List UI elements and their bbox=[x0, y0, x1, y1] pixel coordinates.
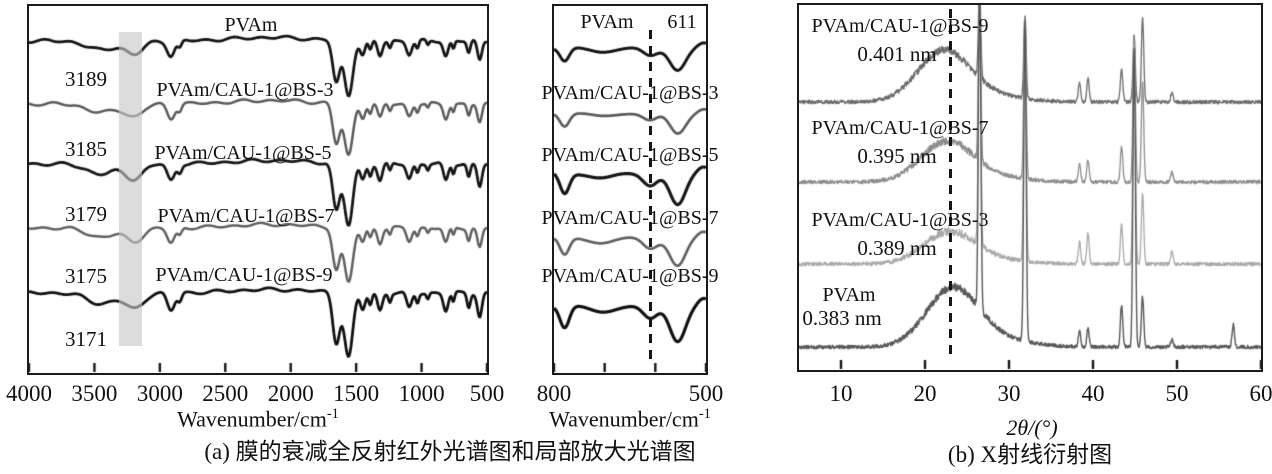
tick-label: 40 bbox=[1081, 381, 1105, 406]
ftir-inset-canvas bbox=[554, 6, 706, 373]
xrd-canvas bbox=[799, 5, 1261, 370]
xaxis-label-ftir-inset-base: Wavenumber/cm bbox=[549, 406, 699, 432]
xaxis-label-ftir-full-exp: -1 bbox=[326, 406, 339, 422]
series-label-inset: PVAm/CAU-1@BS-5 bbox=[541, 144, 719, 166]
nh-stretch-highlight-band bbox=[119, 32, 142, 346]
ftir-inset-panel bbox=[552, 4, 708, 375]
xaxis-label-ftir-full: Wavenumber/cm-1 bbox=[177, 406, 339, 432]
inset-dashed-marker-line bbox=[649, 30, 652, 362]
ftir-full-canvas bbox=[29, 6, 487, 373]
tick-label: 10 bbox=[829, 381, 853, 406]
xaxis-label-ftir-inset: Wavenumber/cm-1 bbox=[549, 406, 711, 432]
series-label-xrd: PVAm bbox=[822, 284, 876, 306]
series-label-xrd: PVAm/CAU-1@BS-9 bbox=[811, 15, 989, 37]
xrd-panel bbox=[797, 3, 1263, 372]
d-spacing-annotation: 0.395 nm bbox=[857, 144, 937, 168]
tick-label: 30 bbox=[997, 381, 1021, 406]
xaxis-label-ftir-full-base: Wavenumber/cm bbox=[177, 406, 327, 432]
tick-label: 4000 bbox=[6, 381, 52, 406]
series-label-inset: PVAm/CAU-1@BS-7 bbox=[541, 207, 719, 229]
d-spacing-annotation: 0.383 nm bbox=[802, 306, 882, 330]
band-position-annotation: 3179 bbox=[65, 202, 107, 226]
tick-label: 50 bbox=[1165, 381, 1189, 406]
tick-label: 60 bbox=[1249, 381, 1272, 406]
tick-label: 500 bbox=[469, 381, 505, 406]
series-label-xrd: PVAm/CAU-1@BS-3 bbox=[811, 209, 989, 231]
tick-label: 500 bbox=[688, 381, 724, 406]
series-label-ftir: PVAm/CAU-1@BS-5 bbox=[154, 142, 332, 164]
caption-panel-b: (b) X射线衍射图 bbox=[947, 442, 1113, 467]
tick-label: 2000 bbox=[267, 381, 314, 406]
tick-label: 2500 bbox=[202, 381, 249, 406]
tick-label: 1500 bbox=[333, 381, 380, 406]
series-label-inset: PVAm/CAU-1@BS-9 bbox=[541, 265, 719, 287]
series-label-ftir: PVAm/CAU-1@BS-9 bbox=[155, 264, 333, 286]
tick-label: 800 bbox=[536, 381, 572, 406]
series-label-ftir: PVAm bbox=[224, 14, 278, 36]
xrd-dashed-marker-line bbox=[949, 9, 952, 361]
caption-panel-a: (a) 膜的衰减全反射红外光谱图和局部放大光谱图 bbox=[204, 439, 696, 464]
xaxis-label-ftir-inset-exp: -1 bbox=[698, 406, 711, 422]
tick-label: 20 bbox=[913, 381, 937, 406]
inset-marker-value-label: 611 bbox=[667, 11, 697, 33]
series-label-ftir: PVAm/CAU-1@BS-7 bbox=[157, 205, 335, 227]
tick-label: 3500 bbox=[71, 381, 118, 406]
ftir-full-panel bbox=[27, 4, 489, 375]
tick-label: 3000 bbox=[136, 381, 183, 406]
inset-header-series-label: PVAm bbox=[580, 11, 634, 33]
series-label-ftir: PVAm/CAU-1@BS-3 bbox=[156, 79, 334, 101]
d-spacing-annotation: 0.389 nm bbox=[857, 236, 937, 260]
series-label-xrd: PVAm/CAU-1@BS-7 bbox=[811, 117, 989, 139]
tick-label: 1000 bbox=[398, 381, 445, 406]
series-label-inset: PVAm/CAU-1@BS-3 bbox=[541, 82, 719, 104]
d-spacing-annotation: 0.401 nm bbox=[857, 42, 937, 66]
band-position-annotation: 3171 bbox=[65, 327, 107, 351]
band-position-annotation: 3185 bbox=[65, 137, 107, 161]
xaxis-label-xrd: 2θ/(°) bbox=[1006, 415, 1058, 440]
band-position-annotation: 3189 bbox=[65, 67, 107, 91]
band-position-annotation: 3175 bbox=[65, 264, 107, 288]
